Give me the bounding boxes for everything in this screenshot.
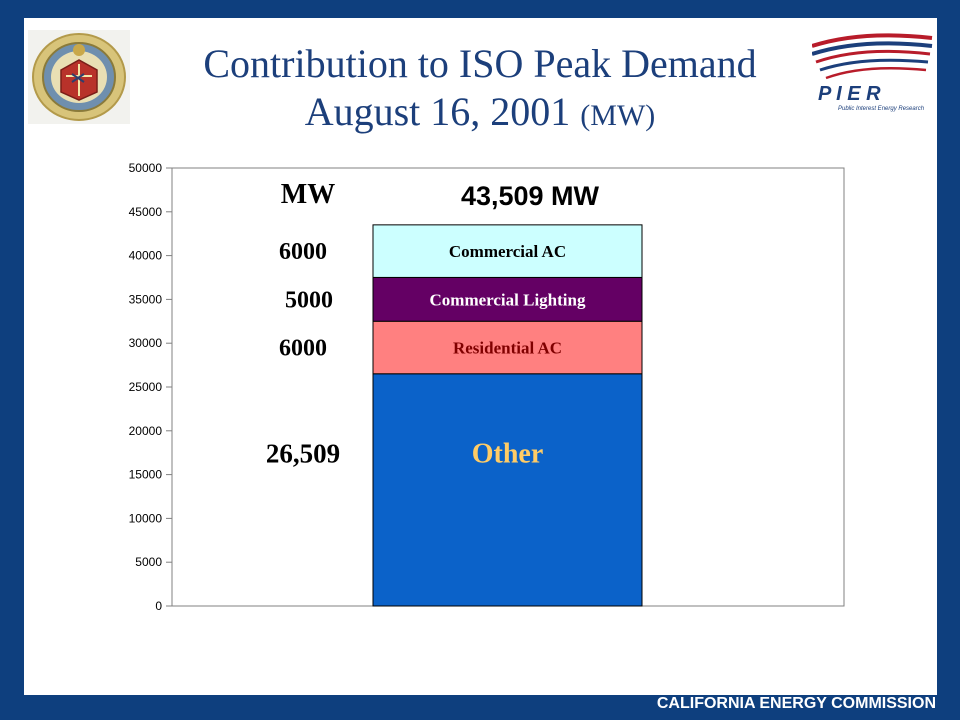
bar-segment-other [372,373,643,607]
value-label-commercial-lighting: 5000 [285,287,333,313]
energy-commission-seal-icon [28,30,130,124]
footer-organization: CALIFORNIA ENERGY COMMISSION [656,695,936,712]
total-label: 43,509 MW [461,181,600,211]
y-tick-label: 30000 [129,336,163,350]
y-tick-label: 50000 [129,161,163,175]
segment-label-commercial-ac: Commercial AC [449,242,566,261]
y-tick-label: 35000 [129,292,163,306]
y-tick-label: 5000 [135,555,162,569]
value-label-residential-ac: 6000 [279,336,327,362]
slide-title: Contribution to ISO Peak Demand August 1… [0,40,960,140]
value-label-other: 26,509 [266,439,340,469]
y-tick-label: 0 [155,599,162,613]
bar-segment-commercial-lighting [372,276,643,322]
pier-logo-text: P I E R [818,83,881,105]
pier-logo-subtitle: Public Interest Energy Research [838,106,925,112]
y-tick-label: 10000 [129,511,163,525]
y-tick-label: 40000 [129,249,163,263]
y-tick-label: 25000 [129,380,163,394]
segment-label-residential-ac: Residential AC [453,339,562,358]
value-label-commercial-ac: 6000 [279,239,327,265]
title-line-1: Contribution to ISO Peak Demand [203,41,757,86]
title-date: August 16, 2001 [304,89,571,134]
segment-label-other: Other [472,439,544,470]
bar-segment-residential-ac [372,320,643,375]
title-line-2: August 16, 2001 (MW) [0,88,960,140]
bar-segment-commercial-ac [372,224,643,278]
y-tick-label: 45000 [129,205,163,219]
pier-logo-icon: P I E R Public Interest Energy Research [812,33,933,112]
y-tick-label: 15000 [129,468,163,482]
title-units: (MW) [580,99,656,132]
units-label: MW [281,179,335,210]
segment-label-commercial-lighting: Commercial Lighting [430,290,586,309]
y-tick-label: 20000 [129,424,163,438]
